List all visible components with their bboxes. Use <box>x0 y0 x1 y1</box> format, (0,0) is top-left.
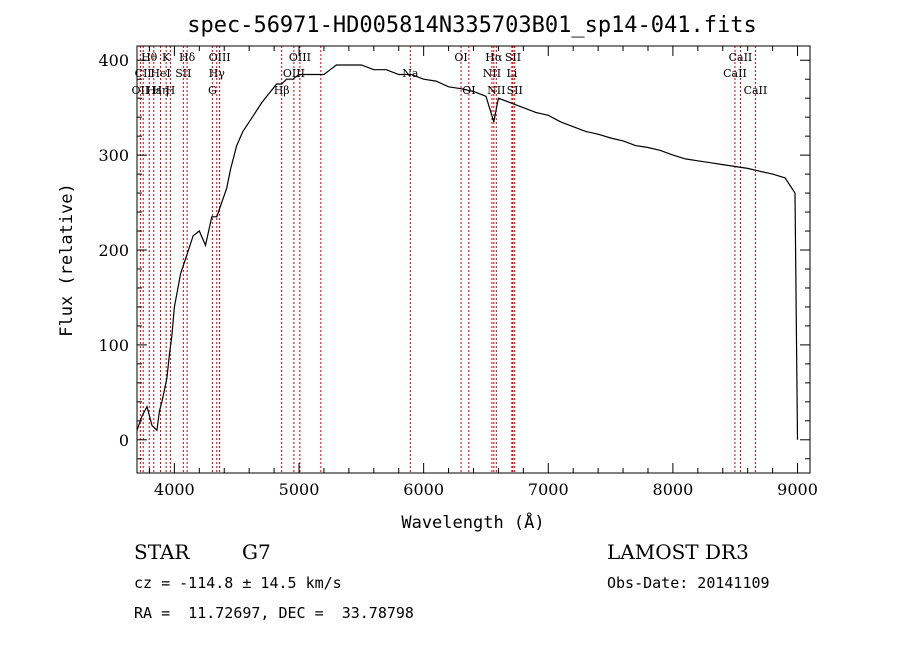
redshift-text: cz = -114.8 ± 14.5 km/s <box>134 574 342 592</box>
line-label-11: SII <box>175 67 191 80</box>
line-label-26: SII <box>507 84 523 97</box>
line-label-22: G <box>208 84 217 97</box>
line-label-0: Hθ <box>141 51 158 64</box>
object-type: STAR <box>134 540 190 564</box>
spectrum-line-0 <box>136 64 799 440</box>
obs-date: Obs-Date: 20141109 <box>607 574 770 592</box>
y-tick-label-400: 400 <box>98 51 129 70</box>
x-tick-label-9000: 9000 <box>777 480 818 499</box>
line-label-14: Na <box>402 67 419 80</box>
line-label-15: NII <box>483 67 501 80</box>
x-tick-label-8000: 8000 <box>653 480 694 499</box>
x-tick-label-5000: 5000 <box>279 480 320 499</box>
spectrum-series <box>136 64 799 440</box>
line-label-20: Hη <box>152 84 168 97</box>
y-tick-label-0: 0 <box>119 431 129 450</box>
x-tick-label-7000: 7000 <box>528 480 569 499</box>
spectral-line-markers <box>139 46 756 473</box>
plot-frame <box>136 45 811 474</box>
line-label-21: H <box>166 84 176 97</box>
y-axis-ticks: 0 100 200 300 400 <box>98 51 810 460</box>
line-label-4: OIII <box>289 51 311 64</box>
subclass: G7 <box>242 540 271 564</box>
line-label-1: K <box>162 51 171 64</box>
line-label-27: CaII <box>744 84 768 97</box>
y-tick-label-100: 100 <box>98 336 129 355</box>
x-axis-ticks: 4000 5000 6000 7000 8000 9000 <box>148 46 818 499</box>
line-label-3: OIII <box>209 51 231 64</box>
line-label-12: Hγ <box>209 67 226 80</box>
line-label-2: Hδ <box>179 51 196 64</box>
line-label-16: Li <box>506 67 517 80</box>
line-label-10: HeI <box>150 67 170 80</box>
survey-name: LAMOST DR3 <box>607 540 749 564</box>
x-axis-label: Wavelength (Å) <box>401 511 544 533</box>
line-label-17: CaII <box>723 67 747 80</box>
y-tick-label-200: 200 <box>98 241 129 260</box>
line-label-6: Hα <box>485 51 503 64</box>
chart-title: spec-56971-HD005814N335703B01_sp14-041.f… <box>187 13 757 38</box>
line-label-9: CII <box>135 67 152 80</box>
line-label-13: OIII <box>283 67 305 80</box>
line-label-8: CaII <box>729 51 753 64</box>
coordinates: RA = 11.72697, DEC = 33.78798 <box>134 604 414 622</box>
y-tick-label-300: 300 <box>98 146 129 165</box>
line-label-5: OI <box>454 51 467 64</box>
line-label-18: OII <box>132 84 150 97</box>
x-tick-label-6000: 6000 <box>403 480 444 499</box>
line-label-7: SII <box>505 51 521 64</box>
y-axis-label: Flux (relative) <box>57 183 77 337</box>
line-label-23: Hβ <box>274 84 290 97</box>
x-tick-label-4000: 4000 <box>154 480 195 499</box>
line-label-25: NII <box>487 84 505 97</box>
line-label-19: Hε <box>146 84 162 97</box>
